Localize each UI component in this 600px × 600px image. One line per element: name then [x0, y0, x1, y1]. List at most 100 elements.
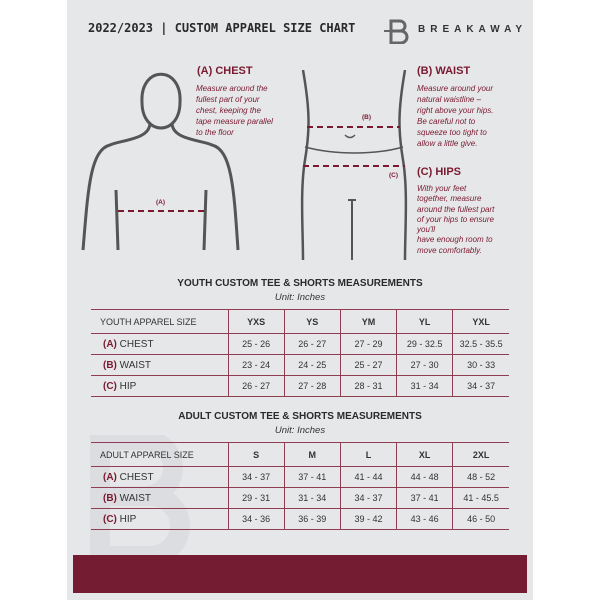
- size-column-header: L: [339, 442, 397, 467]
- table-cell: 37 - 41: [396, 487, 453, 509]
- adult-size-table: ADULT APPAREL SIZE S M L XL 2XL (A) CHEST 34 - …: [91, 442, 509, 530]
- measurement-code: (A): [103, 338, 117, 350]
- adult-unit: Unit: Inches: [274, 425, 326, 436]
- hips-description: With your feet together, measure around th…: [417, 184, 494, 256]
- size-column-header: XL: [396, 442, 453, 467]
- chest-description: Measure around the fullest part of your ch…: [196, 83, 273, 138]
- size-column-header: YXS: [227, 309, 285, 334]
- text-line: Measure around your: [417, 84, 494, 93]
- table-row: (B) WAIST 23 - 24 24 - 25 25 - 27 27 - 30 30 …: [91, 354, 509, 376]
- adult-table-title: ADULT CUSTOM TEE & SHORTS MEASUREMENTS: [178, 411, 422, 422]
- measurement-name: WAIST: [119, 492, 151, 504]
- text-line: Be careful not to: [417, 117, 476, 126]
- measurement-code: (B): [103, 492, 117, 504]
- text-line: around the fullest part: [417, 204, 495, 214]
- measurement-code: (C): [103, 380, 117, 392]
- table-cell: 23 - 24: [227, 354, 285, 376]
- measurement-name: HIP: [119, 380, 137, 392]
- waist-heading: (B) WAIST: [417, 65, 471, 77]
- table-cell: 29 - 31: [227, 487, 285, 509]
- text-line: chest, keeping the: [196, 106, 261, 115]
- table-cell: 46 - 50: [452, 508, 509, 530]
- table-cell: 34 - 37: [339, 487, 397, 509]
- table-cell: 31 - 34: [283, 487, 341, 509]
- table-row: (B) WAIST 29 - 31 31 - 34 34 - 37 37 - 41 41 …: [91, 487, 509, 509]
- table-cell: 41 - 45.5: [452, 487, 509, 509]
- size-header-label: YOUTH APPAREL SIZE: [91, 309, 228, 334]
- table-cell: 31 - 34: [396, 375, 453, 397]
- upper-body-figure: [81, 72, 240, 251]
- size-column-header: M: [283, 442, 341, 467]
- measurement-code: (B): [103, 359, 117, 371]
- text-line: have enough room to: [417, 235, 493, 245]
- measurement-code: (A): [103, 471, 117, 483]
- table-cell: 44 - 48: [396, 466, 453, 488]
- size-column-header: YL: [396, 309, 453, 334]
- youth-table-title: YOUTH CUSTOM TEE & SHORTS MEASUREMENTS: [177, 278, 423, 289]
- brand-name: BREAKAWAY: [418, 24, 528, 35]
- table-cell: 41 - 44: [339, 466, 397, 488]
- table-cell: 48 - 52: [452, 466, 509, 488]
- table-row: (C) HIP 34 - 36 36 - 39 39 - 42 43 - 46 46 - …: [91, 508, 509, 530]
- size-column-header: YXL: [452, 309, 509, 334]
- text-line: right above your hips.: [417, 106, 494, 115]
- measurement-name: CHEST: [119, 471, 154, 483]
- text-line: to the floor: [196, 128, 234, 137]
- table-cell: 29 - 32.5: [396, 333, 453, 355]
- table-cell: 37 - 41: [283, 466, 341, 488]
- youth-size-table: YOUTH APPAREL SIZE YXS YS YM YL YXL (A) CHEST 2…: [91, 309, 509, 397]
- hips-marker: (C): [389, 172, 399, 179]
- measurement-label: (A) CHEST: [91, 466, 228, 488]
- text-line: move comfortably.: [417, 245, 482, 255]
- table-row: (A) CHEST 25 - 26 26 - 27 27 - 29 29 - 32.5 3…: [91, 333, 509, 355]
- table-cell: 34 - 36: [227, 508, 285, 530]
- table-cell: 30 - 33: [452, 354, 509, 376]
- table-cell: 36 - 39: [283, 508, 341, 530]
- text-line: Measure around the: [196, 84, 268, 93]
- measurement-label: (A) CHEST: [91, 333, 228, 355]
- text-line: tape measure parallel: [196, 117, 273, 126]
- waist-marker: (B): [362, 114, 372, 121]
- size-column-header: YS: [283, 309, 341, 334]
- table-row: (A) CHEST 34 - 37 37 - 41 41 - 44 44 - 48 48 …: [91, 466, 509, 488]
- table-cell: 26 - 27: [227, 375, 285, 397]
- table-header-row: ADULT APPAREL SIZE S M L XL 2XL: [91, 442, 509, 467]
- text-line: fullest part of your: [196, 95, 260, 104]
- text-line: With your feet: [417, 184, 467, 193]
- table-cell: 24 - 25: [283, 354, 341, 376]
- waist-description: Measure around your natural waistline – ri…: [417, 83, 494, 149]
- size-column-header: YM: [339, 309, 397, 334]
- table-cell: 28 - 31: [339, 375, 397, 397]
- measurement-name: CHEST: [119, 338, 154, 350]
- youth-unit: Unit: Inches: [274, 292, 326, 303]
- table-cell: 27 - 28: [283, 375, 341, 397]
- table-cell: 25 - 26: [227, 333, 285, 355]
- table-cell: 26 - 27: [283, 333, 341, 355]
- measurement-name: WAIST: [119, 359, 151, 371]
- table-cell: 39 - 42: [339, 508, 397, 530]
- measurement-label: (B) WAIST: [91, 487, 228, 509]
- size-header-label: ADULT APPAREL SIZE: [91, 442, 228, 467]
- lower-body-figure: [300, 70, 408, 260]
- breakaway-logo-icon: [384, 19, 409, 44]
- table-cell: 34 - 37: [227, 466, 285, 488]
- measurement-label: (C) HIP: [91, 508, 228, 530]
- table-cell: 27 - 30: [396, 354, 453, 376]
- measurement-label: (B) WAIST: [91, 354, 228, 376]
- text-line: natural waistline –: [417, 95, 482, 104]
- text-line: allow a little give.: [417, 139, 478, 148]
- hips-heading: (C) HIPS: [417, 166, 461, 178]
- size-column-header: 2XL: [452, 442, 509, 467]
- text-line: squeeze too tight to: [417, 128, 487, 137]
- table-cell: 32.5 - 35.5: [452, 333, 509, 355]
- table-cell: 27 - 29: [339, 333, 397, 355]
- chest-marker: (A): [156, 199, 166, 206]
- table-cell: 34 - 37: [452, 375, 509, 397]
- measurement-code: (C): [103, 513, 117, 525]
- chest-heading: (A) CHEST: [197, 65, 253, 77]
- size-column-header: S: [227, 442, 285, 467]
- text-line: together, measure: [417, 194, 482, 204]
- table-header-row: YOUTH APPAREL SIZE YXS YS YM YL YXL: [91, 309, 509, 334]
- table-row: (C) HIP 26 - 27 27 - 28 28 - 31 31 - 34 34 - …: [91, 375, 509, 397]
- table-cell: 43 - 46: [396, 508, 453, 530]
